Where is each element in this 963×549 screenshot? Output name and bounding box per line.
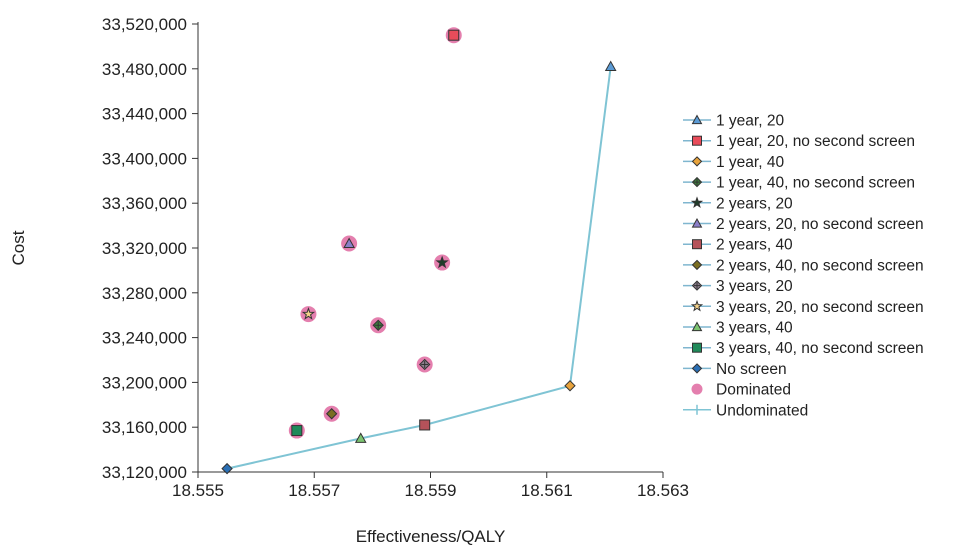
legend-item: 1 year, 20, no second screen <box>683 133 915 150</box>
legend-label: 2 years, 40, no second screen <box>716 257 924 274</box>
data-point <box>604 60 617 72</box>
y-tick-label: 33,120,000 <box>102 463 187 482</box>
data-point <box>372 319 384 331</box>
data-points <box>221 27 617 475</box>
legend-marker <box>691 363 703 374</box>
data-point <box>435 255 449 269</box>
data-point <box>354 432 367 443</box>
data-point <box>418 358 431 371</box>
chart-legend: 1 year, 20 1 year, 20, no second screen 1 … <box>683 113 924 419</box>
data-point <box>419 419 431 431</box>
legend-marker <box>691 321 703 332</box>
legend-item: 1 year, 40, no second screen <box>683 175 915 192</box>
data-point <box>564 380 576 392</box>
y-tick-label: 33,480,000 <box>102 60 187 79</box>
legend-label: 1 year, 20, no second screen <box>716 133 915 150</box>
legend-marker <box>691 383 703 395</box>
legend-item: 2 years, 20, no second screen <box>683 216 924 233</box>
y-tick-label: 33,320,000 <box>102 239 187 258</box>
y-tick-label: 33,280,000 <box>102 284 187 303</box>
legend-item: No screen <box>683 361 787 378</box>
legend-item: 2 years, 40, no second screen <box>683 257 924 274</box>
legend-item: 2 years, 40 <box>683 237 793 254</box>
legend-item: 3 years, 40 <box>683 320 793 337</box>
legend-label: 1 year, 40, no second screen <box>716 175 915 192</box>
x-tick-label: 18.561 <box>521 481 573 500</box>
legend-label: 3 years, 40, no second screen <box>716 340 924 357</box>
x-axis-title: Effectiveness/QALY <box>356 527 506 546</box>
x-tick-label: 18.559 <box>405 481 457 500</box>
data-point <box>221 462 233 475</box>
legend-label: Undominated <box>716 402 808 419</box>
legend-marker <box>691 114 703 125</box>
chart-axes: 33,120,000 33,160,000 33,200,000 33,240,000… <box>102 15 689 500</box>
legend-label: 2 years, 20, no second screen <box>716 216 924 233</box>
legend-marker <box>691 280 703 291</box>
legend-item: 3 years, 20, no second screen <box>683 299 924 316</box>
y-tick-label: 33,400,000 <box>102 149 187 168</box>
legend-marker <box>691 217 703 228</box>
legend-marker <box>691 259 703 271</box>
data-point <box>343 237 355 249</box>
data-point <box>301 307 316 320</box>
x-tick-label: 18.563 <box>637 481 689 500</box>
data-point <box>325 408 338 420</box>
y-tick-label: 33,200,000 <box>102 373 187 392</box>
legend-label: No screen <box>716 361 787 378</box>
y-tick-label: 33,240,000 <box>102 329 187 348</box>
legend-item: 2 years, 20 <box>683 195 793 212</box>
legend-label: 2 years, 20 <box>716 195 793 212</box>
y-tick-label: 33,360,000 <box>102 194 187 213</box>
x-tick-label: 18.555 <box>172 481 224 500</box>
legend-marker <box>690 299 704 312</box>
legend-label: 3 years, 20 <box>716 278 793 295</box>
legend-label: 2 years, 40 <box>716 237 793 254</box>
legend-label: 3 years, 20, no second screen <box>716 299 924 316</box>
legend-marker <box>691 156 703 167</box>
y-axis-title: Cost <box>9 230 28 265</box>
y-tick-label: 33,520,000 <box>102 15 187 34</box>
legend-marker <box>692 239 702 250</box>
y-tick-label: 33,440,000 <box>102 105 187 124</box>
legend-marker <box>692 135 702 146</box>
x-tick-label: 18.557 <box>288 481 340 500</box>
legend-item: Dominated <box>691 382 791 399</box>
undominated-frontier <box>226 66 612 470</box>
legend-label: 1 year, 20 <box>716 113 784 130</box>
legend-item: 3 years, 40, no second screen <box>683 340 924 357</box>
legend-marker <box>692 342 702 353</box>
legend-item: 1 year, 40 <box>683 154 784 171</box>
legend-item: 1 year, 20 <box>683 113 784 130</box>
legend-label: Dominated <box>716 382 791 399</box>
legend-item: 3 years, 20 <box>683 278 793 295</box>
frontier-line <box>226 66 612 470</box>
legend-label: 1 year, 40 <box>716 154 784 171</box>
legend-marker <box>691 176 703 188</box>
legend-item: Undominated <box>683 402 808 419</box>
y-tick-label: 33,160,000 <box>102 418 187 437</box>
data-point <box>291 425 303 437</box>
data-point <box>448 29 460 41</box>
legend-label: 3 years, 40 <box>716 320 793 337</box>
legend-marker <box>690 196 704 208</box>
